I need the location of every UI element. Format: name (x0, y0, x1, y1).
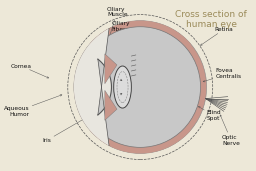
Wedge shape (89, 87, 191, 153)
Text: Ciliary
Muscle: Ciliary Muscle (107, 6, 128, 37)
Polygon shape (105, 54, 117, 84)
Text: Iris: Iris (43, 117, 87, 143)
Text: Optic
Nerve: Optic Nerve (220, 115, 240, 146)
Circle shape (74, 21, 207, 153)
Ellipse shape (114, 66, 131, 108)
Text: Cross section of
human eye: Cross section of human eye (175, 10, 247, 29)
Text: Ciliary
Fibers: Ciliary Fibers (111, 21, 130, 51)
Wedge shape (89, 21, 191, 87)
Text: Retina: Retina (200, 27, 233, 45)
Text: Blind
Spot: Blind Spot (198, 107, 221, 121)
Circle shape (80, 27, 200, 147)
Text: Fovea
Centralis: Fovea Centralis (203, 68, 242, 82)
Text: Crystalline
Lens: Crystalline Lens (126, 111, 172, 142)
Polygon shape (74, 28, 111, 146)
Text: Aqueous
Humor: Aqueous Humor (4, 95, 62, 117)
Polygon shape (105, 90, 117, 120)
Text: Cornea: Cornea (11, 63, 49, 78)
Text: Vitreous
Humor: Vitreous Humor (144, 77, 168, 88)
